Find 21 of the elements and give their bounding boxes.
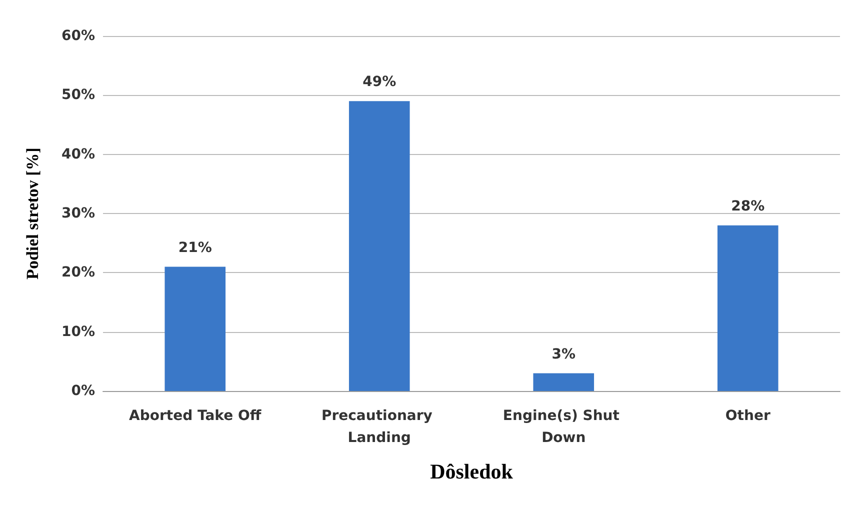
bar (348, 101, 410, 391)
y-tick-label: 50% (61, 87, 95, 104)
y-tick-label: 0% (71, 383, 95, 399)
x-tick-label: Engine(s) Shut Down (502, 408, 624, 446)
bar (717, 225, 778, 391)
x-tick-label: Precautionary Landing (321, 408, 438, 446)
x-axis-title: Dôsledok (430, 460, 514, 484)
data-label: 3% (552, 346, 576, 362)
y-axis-title: Podiel stretov [%] (23, 148, 42, 280)
data-label: 49% (362, 74, 396, 90)
x-tick-label: Other (725, 408, 770, 424)
bar (164, 266, 226, 391)
bar (533, 373, 594, 391)
y-tick-label: 40% (61, 146, 95, 162)
y-tick-label: 10% (61, 324, 95, 340)
data-label: 21% (178, 240, 212, 256)
data-label: 28% (731, 198, 765, 214)
y-tick-label: 20% (61, 264, 95, 281)
y-tick-label: 60% (61, 28, 95, 44)
y-tick-label: 30% (61, 206, 95, 222)
x-tick-label: Aborted Take Off (129, 408, 262, 424)
